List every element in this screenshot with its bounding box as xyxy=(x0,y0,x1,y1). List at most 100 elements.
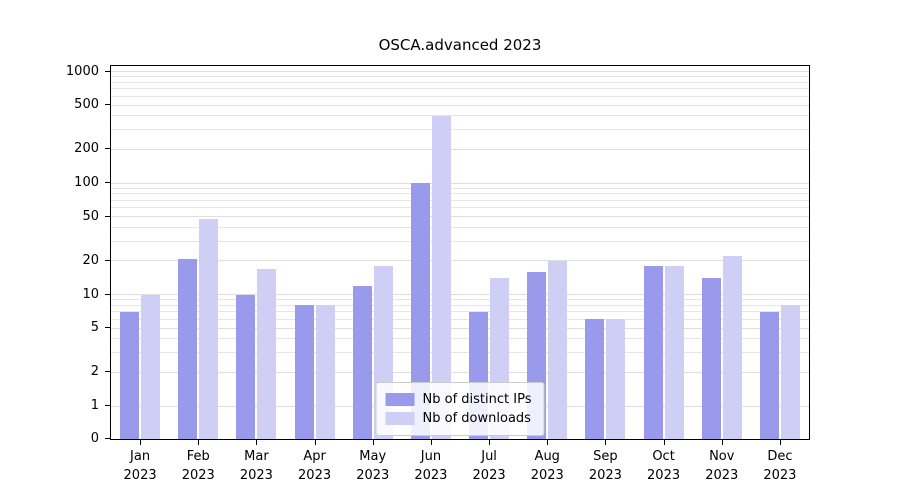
gridline xyxy=(111,216,809,218)
y-axis-tick-label: 1000 xyxy=(65,63,99,79)
bar-distinct-ips-nov xyxy=(701,278,721,439)
gridline xyxy=(111,226,809,228)
gridline xyxy=(111,88,809,90)
gridline xyxy=(111,76,809,78)
y-axis-tick xyxy=(105,438,111,439)
bar-distinct-ips-jan xyxy=(120,311,140,439)
gridline xyxy=(111,260,809,262)
bar-downloads-jan xyxy=(141,294,161,439)
x-axis-tick xyxy=(663,439,665,445)
gridline xyxy=(111,371,809,373)
x-axis-tick-label: Feb 2023 xyxy=(181,449,215,483)
plot-area: Nb of distinct IPs Nb of downloads 0 1 2 5 1… xyxy=(66,64,810,483)
y-axis-tick xyxy=(105,215,111,217)
legend-label-distinct-ips: Nb of distinct IPs xyxy=(422,392,532,407)
gridline xyxy=(111,148,809,150)
x-axis-tick xyxy=(372,439,374,445)
legend-entry-distinct-ips: Nb of distinct IPs xyxy=(385,390,532,409)
y-axis-tick-label: 2 xyxy=(90,364,99,380)
x-axis-tick-label: Aug 2023 xyxy=(530,449,564,483)
y-axis-tick xyxy=(105,327,111,329)
gridline xyxy=(111,327,809,329)
x-axis-tick xyxy=(198,439,200,445)
bar-distinct-ips-may xyxy=(352,285,372,439)
x-axis-tick xyxy=(779,439,781,445)
bar-downloads-dec xyxy=(780,305,800,439)
x-axis-tick xyxy=(547,439,549,445)
bar-downloads-jun xyxy=(431,115,451,439)
gridline xyxy=(111,199,809,201)
bar-downloads-nov xyxy=(722,256,742,439)
y-axis-tick-label: 100 xyxy=(74,175,99,190)
x-axis-tick xyxy=(605,439,607,445)
y-axis-tick xyxy=(105,371,111,373)
gridline xyxy=(111,304,809,306)
legend: Nb of distinct IPs Nb of downloads xyxy=(375,382,545,436)
y-axis-tick xyxy=(105,405,111,406)
y-axis-tick-label: 5 xyxy=(90,320,99,336)
x-axis-tick-label: Nov 2023 xyxy=(705,449,739,483)
y-axis-tick-label: 10 xyxy=(82,286,99,302)
gridline xyxy=(111,294,809,295)
gridline xyxy=(111,193,809,195)
bar-downloads-sep xyxy=(606,319,626,439)
bar-downloads-aug xyxy=(548,260,568,439)
x-axis-tick-label: Mar 2023 xyxy=(239,449,273,483)
x-axis-tick xyxy=(721,439,723,445)
chart-title: OSCA.advanced 2023 xyxy=(378,36,542,54)
gridline xyxy=(111,240,809,242)
x-axis-tick-label: Sep 2023 xyxy=(588,449,622,483)
gridline xyxy=(111,129,809,131)
bar-downloads-oct xyxy=(664,266,684,439)
legend-swatch-downloads xyxy=(385,412,415,425)
bar-distinct-ips-sep xyxy=(585,319,605,439)
x-axis-tick xyxy=(140,439,142,445)
y-axis-tick-label: 1 xyxy=(90,398,99,413)
bar-distinct-ips-jun xyxy=(410,183,430,439)
x-axis-tick-label: May 2023 xyxy=(356,449,390,483)
gridline xyxy=(111,115,809,117)
gridline xyxy=(111,187,809,189)
y-axis-tick xyxy=(105,259,111,261)
y-axis-tick-label: 0 xyxy=(90,431,99,446)
y-axis-tick xyxy=(105,104,111,106)
y-axis-tick-label: 200 xyxy=(74,141,99,157)
legend-entry-downloads: Nb of downloads xyxy=(385,409,532,428)
gridline xyxy=(111,207,809,209)
y-axis-tick xyxy=(105,70,111,72)
x-axis-tick xyxy=(314,439,316,445)
gridline xyxy=(111,352,809,354)
legend-swatch-distinct-ips xyxy=(385,393,415,406)
bar-downloads-feb xyxy=(199,218,219,439)
bar-distinct-ips-mar xyxy=(236,294,256,439)
x-axis-tick-label: Jan 2023 xyxy=(123,449,157,483)
x-axis-tick xyxy=(489,439,491,445)
gridline xyxy=(111,95,809,97)
x-axis-tick-label: Oct 2023 xyxy=(647,449,681,483)
gridline xyxy=(111,182,809,184)
bar-downloads-apr xyxy=(315,305,335,439)
gridline xyxy=(111,104,809,106)
bar-distinct-ips-feb xyxy=(178,258,198,439)
x-axis-tick-label: Jun 2023 xyxy=(414,449,448,483)
x-axis-tick-label: Dec 2023 xyxy=(763,449,797,483)
x-axis-tick xyxy=(256,439,258,445)
y-axis-tick xyxy=(105,182,111,183)
gridline xyxy=(111,71,809,72)
y-axis-tick-label: 500 xyxy=(74,97,99,113)
y-axis-tick-label: 20 xyxy=(82,252,99,268)
x-axis-tick-label: Jul 2023 xyxy=(472,449,506,483)
legend-label-downloads: Nb of downloads xyxy=(422,411,531,426)
bar-distinct-ips-oct xyxy=(643,266,663,439)
bar-distinct-ips-dec xyxy=(759,311,779,439)
x-axis-tick xyxy=(430,439,432,445)
gridline xyxy=(111,311,809,313)
y-axis-tick-label: 50 xyxy=(82,208,99,224)
gridline xyxy=(111,338,809,340)
gridline xyxy=(111,81,809,83)
gridline xyxy=(111,299,809,301)
x-axis-tick-label: Apr 2023 xyxy=(298,449,332,483)
gridline xyxy=(111,318,809,320)
y-axis-tick xyxy=(105,148,111,150)
